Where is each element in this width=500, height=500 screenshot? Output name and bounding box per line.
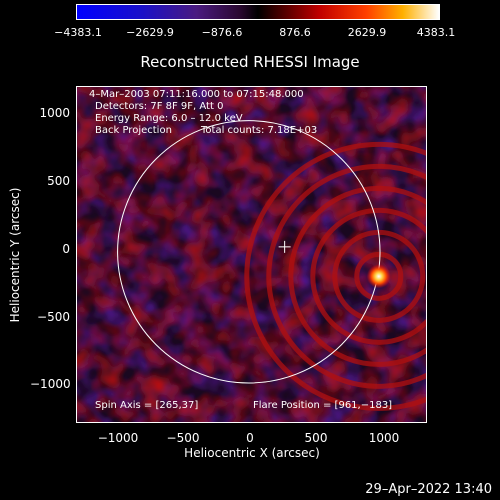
energy-range-text: Energy Range: 6.0 – 12.0 keV [95, 113, 243, 124]
flare-source [366, 264, 391, 289]
rhessi-image [77, 87, 426, 422]
colorbar [76, 4, 440, 20]
plot-title: Reconstructed RHESSI Image [140, 53, 360, 71]
footer-timestamp: 29–Apr–2022 13:40 [365, 482, 492, 497]
spin-axis-marker [278, 240, 291, 253]
y-tick-label: −500 [37, 310, 70, 324]
y-tick-label: 500 [47, 174, 70, 188]
flare-position-text: Flare Position = [961,−183] [253, 400, 393, 411]
x-tick-label: 1000 [368, 431, 400, 445]
detectors-text: Detectors: 7F 8F 9F, Att 0 [95, 101, 224, 112]
image-plot: 4–Mar–2003 07:11:16.000 to 07:15:48.000 … [76, 86, 427, 423]
colorbar-tick-label: −2629.9 [126, 26, 174, 39]
spin-axis-text: Spin Axis = [265,37] [95, 400, 199, 411]
colorbar-tick-label: −4383.1 [54, 26, 102, 39]
x-tick-label: 500 [304, 431, 328, 445]
colorbar-tick-label: −876.6 [201, 26, 243, 39]
total-counts-text: Total counts: 7.18E+03 [201, 125, 318, 136]
x-tick-label: −500 [166, 431, 200, 445]
y-axis-label: Heliocentric Y (arcsec) [8, 187, 22, 323]
flare-ring [244, 141, 426, 411]
flare-ring [310, 207, 426, 345]
x-tick-label: −1000 [97, 431, 139, 445]
flare-ring [288, 185, 426, 367]
x-axis-label: Heliocentric X (arcsec) [184, 446, 320, 460]
flare-ring [354, 251, 404, 301]
x-tick-label: 0 [246, 431, 254, 445]
y-tick-label: 1000 [39, 106, 70, 120]
method-text: Back Projection [95, 125, 172, 136]
y-tick-label: −1000 [30, 377, 71, 391]
y-tick-label: 0 [62, 242, 70, 256]
colorbar-tick-label: 4383.1 [416, 26, 456, 39]
colorbar-tick-label: 876.6 [279, 26, 311, 39]
colorbar-tick-label: 2629.9 [347, 26, 387, 39]
flare-ring [266, 163, 426, 389]
time-range-text: 4–Mar–2003 07:11:16.000 to 07:15:48.000 [89, 89, 304, 100]
solar-limb-circle [117, 120, 381, 384]
